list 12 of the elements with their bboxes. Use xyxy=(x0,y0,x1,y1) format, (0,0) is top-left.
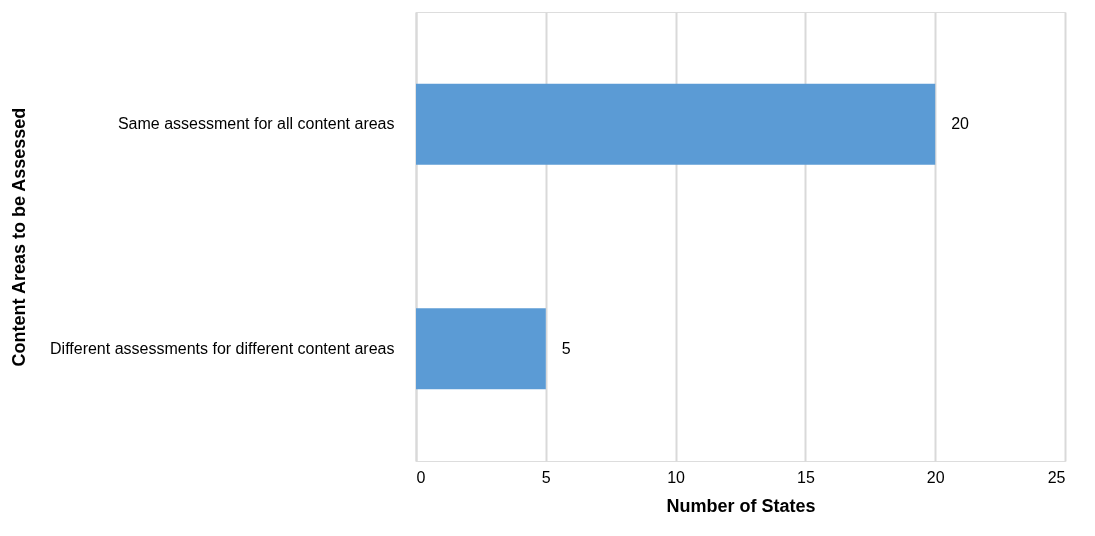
x-tick-label: 25 xyxy=(1047,468,1066,486)
x-tick-label: 15 xyxy=(797,468,815,486)
x-tick-label: 5 xyxy=(541,468,551,486)
x-axis-title: Number of States xyxy=(666,495,816,516)
x-tick-label: 20 xyxy=(926,468,945,486)
y-tick-label: Same assessment for all content areas xyxy=(117,115,395,133)
data-label: 5 xyxy=(561,339,571,357)
y-axis-title: Content Areas to be Assessed xyxy=(8,107,29,367)
x-tick-label: 10 xyxy=(667,468,686,486)
x-tick-label: 0 xyxy=(416,468,426,486)
y-tick-label: Different assessments for different content areas xyxy=(50,339,395,357)
data-label: 20 xyxy=(951,115,970,133)
